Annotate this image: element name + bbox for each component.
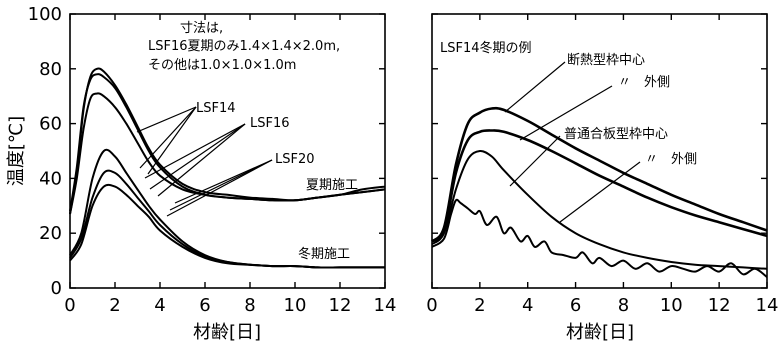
left-leader-line — [147, 106, 197, 175]
right-x-tick-label: 2 — [474, 295, 485, 316]
left-y-tick-label: 40 — [39, 168, 62, 189]
label-plywood-center: 普通合板型枠中心 — [564, 127, 668, 142]
left-leader-line — [136, 106, 197, 133]
left-x-tick-label: 14 — [374, 295, 397, 316]
right-x-tick-label: 10 — [660, 295, 683, 316]
right-x-tick-label: 12 — [708, 295, 731, 316]
right-x-tick-label: 14 — [756, 295, 778, 316]
left-note-line-1: 寸法は, — [180, 21, 223, 36]
left-x-tick-label: 2 — [109, 295, 120, 316]
right-leader-lines — [504, 61, 641, 223]
right-leader-line — [504, 61, 566, 113]
right-panel-title: LSF14冬期の例 — [440, 40, 532, 56]
left-panel: 0 2 4 6 8 10 12 14 0 20 40 60 80 100 温度[℃] 材齢[日] 寸法は,… — [6, 4, 396, 343]
label-lsf16: LSF16 — [250, 116, 290, 131]
left-leader-line — [139, 106, 197, 169]
left-leader-line — [157, 123, 246, 197]
right-leader-line — [559, 161, 641, 223]
left-y-tick-label: 80 — [39, 59, 62, 80]
left-x-tick-label: 6 — [199, 295, 210, 316]
left-curves — [69, 67, 386, 269]
left-x-tick-label: 12 — [329, 295, 352, 316]
right-x-tick-label: 8 — [618, 295, 629, 316]
right-leader-line — [509, 135, 561, 187]
left-x-axis-label: 材齢[日] — [193, 322, 261, 343]
right-curves — [431, 106, 768, 278]
left-leader-line — [149, 123, 246, 190]
left-ticks: 0 2 4 6 8 10 12 14 0 20 40 60 80 100 — [28, 4, 397, 316]
right-ticks: 0 2 4 6 8 10 12 14 — [426, 13, 778, 316]
left-y-tick-label: 60 — [39, 114, 62, 135]
right-plot-frame — [431, 13, 768, 289]
label-insulated-center: 断熱型枠中心 — [567, 53, 645, 68]
left-x-tick-label: 0 — [64, 295, 75, 316]
right-series-line-3 — [431, 149, 768, 270]
right-x-tick-label: 6 — [570, 295, 581, 316]
label-lsf14: LSF14 — [196, 101, 236, 116]
label-insulated-outer: 〃 外側 — [618, 75, 670, 90]
left-plot-frame — [69, 13, 386, 289]
left-leader-line — [166, 159, 273, 217]
left-leader-line — [174, 159, 273, 204]
left-y-tick-label: 20 — [39, 223, 62, 244]
left-x-tick-label: 8 — [244, 295, 255, 316]
right-x-tick-label: 4 — [522, 295, 533, 316]
left-note-line-2: LSF16夏期のみ1.4×1.4×2.0m, — [148, 39, 340, 54]
label-winter: 冬期施工 — [298, 246, 350, 262]
label-summer: 夏期施工 — [306, 178, 358, 193]
left-x-tick-label: 10 — [284, 295, 307, 316]
right-series-line-4 — [431, 198, 768, 278]
left-note-line-3: その他は1.0×1.0×1.0m — [148, 58, 296, 73]
label-lsf20: LSF20 — [275, 152, 315, 167]
right-series-line-1 — [431, 106, 768, 243]
left-y-axis-label: 温度[℃] — [6, 116, 27, 186]
right-leader-line — [519, 85, 613, 141]
left-leader-line — [144, 123, 246, 179]
left-x-tick-label: 4 — [154, 295, 165, 316]
left-y-tick-label: 100 — [28, 4, 62, 25]
left-leader-line — [169, 159, 273, 211]
left-y-tick-label: 0 — [51, 278, 62, 299]
right-panel: 0 2 4 6 8 10 12 14 材齢[日] LSF14冬期の例 断熱型枠中心 〃 外側 … — [426, 13, 778, 343]
right-x-tick-label: 0 — [426, 295, 437, 316]
label-plywood-outer: 〃 外側 — [645, 152, 697, 167]
left-leader-lines — [136, 106, 273, 217]
left-series-line-3 — [69, 92, 386, 215]
left-series-line-6 — [69, 183, 385, 269]
right-x-axis-label: 材齢[日] — [566, 322, 634, 343]
right-series-line-2 — [431, 129, 768, 243]
